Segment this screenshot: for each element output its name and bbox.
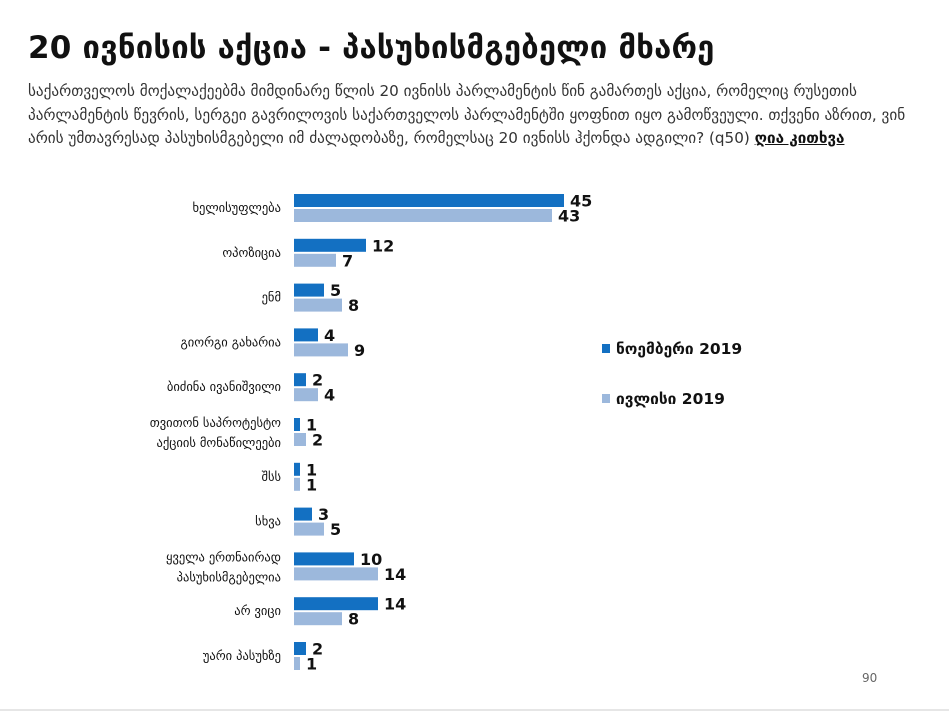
value-label: 4 <box>324 326 335 345</box>
value-label: 2 <box>312 371 323 390</box>
value-label: 45 <box>570 192 592 211</box>
bar-july-2019 <box>294 388 318 402</box>
bar-july-2019 <box>294 522 324 536</box>
bar-november-2019 <box>294 238 366 252</box>
page-number: 90 <box>862 671 878 685</box>
value-label: 8 <box>348 296 359 315</box>
bar-november-2019 <box>294 283 324 297</box>
bar-july-2019 <box>294 253 336 267</box>
category-label: გიორგი გახარია <box>181 334 281 349</box>
legend-swatch <box>602 394 610 403</box>
survey-question: საქართველოს მოქალაქეებმა მიმდინარე წლის … <box>28 80 918 151</box>
value-label: 1 <box>306 416 317 435</box>
open-question-label: ღია კითხვა <box>754 129 845 147</box>
value-label: 43 <box>558 207 580 226</box>
value-label: 12 <box>372 236 394 255</box>
value-label: 1 <box>306 475 317 494</box>
bar-november-2019 <box>294 373 306 387</box>
bar-july-2019 <box>294 209 552 222</box>
category-label: ყველა ერთნაირად პასუხისმგებელია <box>166 549 281 584</box>
value-label: 8 <box>348 610 359 629</box>
category-label: არ ვიცი <box>234 603 281 618</box>
bar-november-2019 <box>294 418 300 431</box>
category-label: ოპოზიცია <box>222 245 281 260</box>
category-label: ენმ <box>262 290 281 305</box>
bar-november-2019 <box>294 462 300 476</box>
bar-july-2019 <box>294 343 348 357</box>
value-label: 4 <box>324 386 335 405</box>
bar-july-2019 <box>294 657 300 670</box>
bar-november-2019 <box>294 507 312 521</box>
page-title: 20 ივნისის აქცია - პასუხისმგებელი მხარე <box>28 30 715 66</box>
value-label: 7 <box>342 251 353 270</box>
bar-july-2019 <box>294 567 378 581</box>
value-label: 5 <box>330 520 341 539</box>
bar-july-2019 <box>294 433 306 446</box>
value-label: 5 <box>330 281 341 300</box>
category-label: ბიძინა ივანიშვილი <box>167 379 281 394</box>
value-label: 10 <box>360 550 382 569</box>
legend-entry: ნოემბერი 2019 <box>616 340 742 358</box>
value-label: 1 <box>306 655 317 674</box>
question-text: საქართველოს მოქალაქეებმა მიმდინარე წლის … <box>28 82 906 147</box>
value-label: 3 <box>318 505 329 524</box>
bar-november-2019 <box>294 194 564 207</box>
value-label: 2 <box>312 640 323 659</box>
bottom-divider <box>0 709 949 711</box>
bar-july-2019 <box>294 298 342 312</box>
value-label: 14 <box>384 595 406 614</box>
bar-november-2019 <box>294 328 318 342</box>
category-label: სხვა <box>255 514 281 529</box>
bar-july-2019 <box>294 612 342 626</box>
legend-swatch <box>602 344 610 353</box>
category-label: შსს <box>261 469 281 484</box>
category-label: თვითონ საპროტესტო აქციის მონაწილეები <box>150 415 281 450</box>
bar-november-2019 <box>294 552 354 566</box>
legend-entry: ივლისი 2019 <box>616 390 725 408</box>
value-label: 9 <box>354 341 365 360</box>
bar-november-2019 <box>294 642 306 655</box>
bar-november-2019 <box>294 597 378 611</box>
category-label: ხელისუფლება <box>192 200 281 215</box>
bar-july-2019 <box>294 477 300 491</box>
value-label: 2 <box>312 431 323 450</box>
value-label: 1 <box>306 460 317 479</box>
category-label: უარი პასუხზე <box>203 648 281 663</box>
value-label: 14 <box>384 565 406 584</box>
